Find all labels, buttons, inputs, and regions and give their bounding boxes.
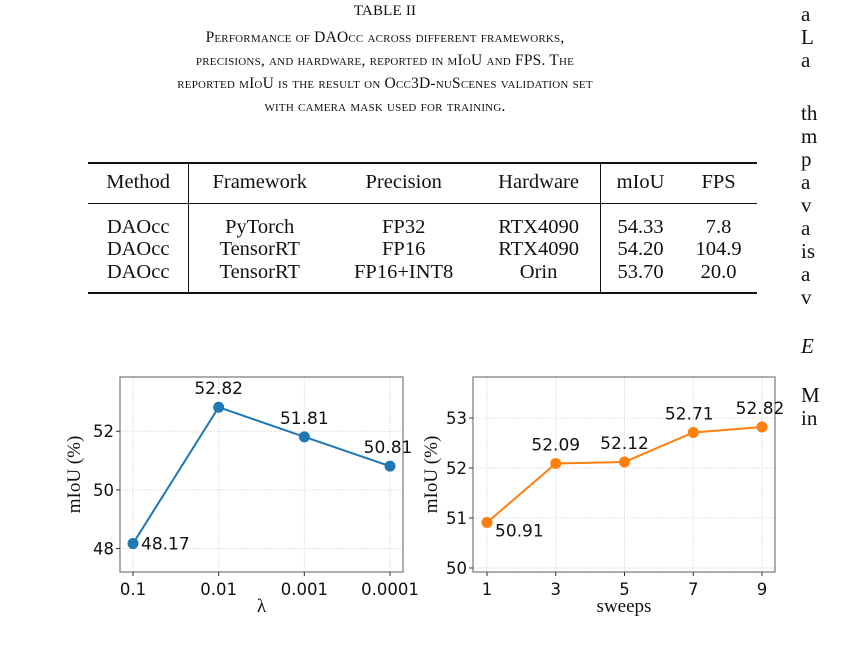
body-text-fragment: v [801, 285, 812, 309]
data-point [298, 431, 310, 443]
table-row: DAOcc TensorRT FP16 RTX4090 54.20 104.9 [88, 238, 757, 261]
bottom-rule [88, 292, 757, 294]
header-method: Method [106, 171, 171, 193]
caption-line: reported mIoU is the result on Occ3D-nuS… [177, 75, 593, 92]
cell-framework: TensorRT [188, 260, 331, 293]
cell-precision: FP16+INT8 [354, 260, 454, 283]
data-label: 52.82 [736, 399, 785, 419]
x-tick-label: 0.001 [281, 580, 328, 599]
header-framework: Framework [188, 162, 331, 205]
table-row: DAOcc TensorRT FP16+INT8 Orin 53.70 20.0 [88, 260, 757, 293]
plot-frame [119, 376, 404, 573]
y-tick-label: 50 [93, 481, 114, 500]
cell-hardware: RTX4090 [498, 215, 579, 238]
body-text-fragment: a [801, 170, 811, 194]
cell-miou: 54.20 [599, 238, 681, 261]
data-label: 51.81 [280, 409, 329, 429]
table-row: DAOcc PyTorch FP32 RTX4090 54.33 7.8 [88, 204, 757, 238]
body-text-fragment: a [801, 48, 811, 72]
cell-precision: FP32 [382, 215, 426, 238]
cell-miou: 54.33 [599, 204, 681, 238]
body-text-fragment: v [801, 193, 812, 217]
series-line [132, 405, 391, 545]
body-text-fragment: a [801, 262, 811, 286]
data-label: 52.71 [665, 405, 714, 425]
data-point [550, 458, 562, 469]
body-text-fragment: a [801, 2, 811, 26]
cell-method: DAOcc [106, 260, 170, 283]
cell-method: DAOcc [106, 215, 170, 238]
table-header-row: Method Framework Precision Hardware mIoU… [88, 162, 757, 205]
x-tick-label: 0.0001 [361, 580, 419, 599]
x-axis-label: λ [257, 596, 267, 617]
caption-line: with camera mask used for training. [264, 98, 506, 115]
body-text-fragment: th [801, 101, 818, 125]
data-point [213, 401, 225, 413]
table-label: TABLE II [353, 3, 417, 19]
data-point [384, 460, 396, 472]
data-point [619, 456, 630, 468]
x-tick-label: 0.01 [200, 580, 237, 599]
cell-method: DAOcc [106, 238, 170, 260]
x-tick-label: 9 [757, 580, 768, 599]
data-point [756, 421, 768, 433]
x-axis-label: sweeps [597, 596, 652, 617]
section-heading-fragment: E [801, 334, 814, 358]
body-text-fragment: p [801, 147, 812, 171]
cell-hardware: RTX4090 [498, 238, 579, 260]
y-tick-label: 52 [446, 459, 467, 478]
y-axis-label: mIoU (%) [421, 436, 442, 514]
y-tick-label: 53 [446, 409, 467, 428]
data-label: 48.17 [141, 535, 190, 555]
data-label: 52.12 [600, 434, 649, 454]
data-label: 50.91 [495, 522, 544, 542]
header-fps: FPS [701, 171, 736, 193]
data-label: 52.82 [194, 379, 243, 399]
header-precision: Precision [365, 171, 442, 193]
cell-fps: 7.8 [705, 215, 732, 238]
y-axis-label: mIoU (%) [64, 436, 85, 514]
body-text-fragment: L [801, 25, 814, 49]
y-tick-label: 48 [93, 540, 114, 559]
mid-rule [88, 203, 757, 204]
cell-fps: 104.9 [695, 238, 742, 260]
x-tick-label: 3 [551, 580, 562, 599]
body-text-fragment: in [801, 406, 818, 430]
top-rule [88, 162, 757, 164]
body-text-fragment: M [801, 383, 820, 407]
data-point [127, 538, 139, 550]
x-tick-label: 7 [688, 580, 699, 599]
body-text-fragment: is [801, 239, 816, 263]
data-label: 50.81 [364, 438, 413, 458]
caption-line: precisions, and hardware, reported in mI… [195, 52, 575, 69]
y-tick-label: 51 [446, 509, 467, 528]
body-text-fragment: m [801, 124, 818, 148]
cell-hardware: Orin [519, 260, 558, 283]
body-text-fragment: a [801, 216, 811, 240]
cell-miou: 53.70 [599, 260, 681, 293]
cell-precision: FP16 [382, 238, 426, 260]
performance-table: Method Framework Precision Hardware mIoU… [88, 162, 757, 293]
y-tick-label: 50 [446, 559, 467, 578]
caption-line: Performance of DAOcc across different fr… [205, 29, 565, 46]
cell-fps: 20.0 [700, 260, 737, 283]
cell-framework: PyTorch [188, 204, 331, 238]
header-miou: mIoU [599, 162, 681, 205]
y-tick-label: 52 [93, 422, 114, 441]
data-point [687, 427, 699, 438]
x-tick-label: 0.1 [120, 580, 146, 599]
header-hardware: Hardware [498, 171, 579, 193]
cell-framework: TensorRT [188, 238, 331, 261]
x-tick-label: 5 [619, 580, 630, 599]
x-tick-label: 1 [482, 580, 493, 599]
data-label: 52.09 [531, 436, 580, 456]
data-point [481, 517, 493, 528]
